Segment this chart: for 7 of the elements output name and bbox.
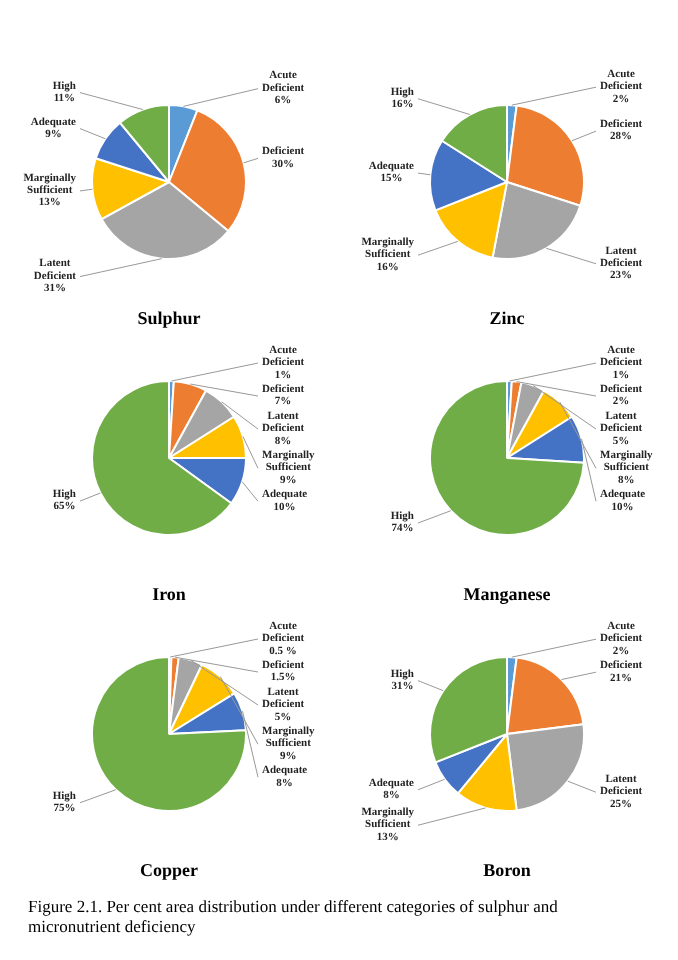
text: Copper	[138, 860, 200, 880]
text: Zinc	[487, 308, 527, 328]
caption: Figure 2.1. Per cent area distribution under different categories of sulphur and micronutrient deficiency	[28, 896, 560, 937]
text: Manganese	[461, 584, 553, 604]
text: Iron	[150, 584, 188, 604]
text: Boron	[481, 860, 533, 880]
text: Sulphur	[135, 308, 203, 328]
